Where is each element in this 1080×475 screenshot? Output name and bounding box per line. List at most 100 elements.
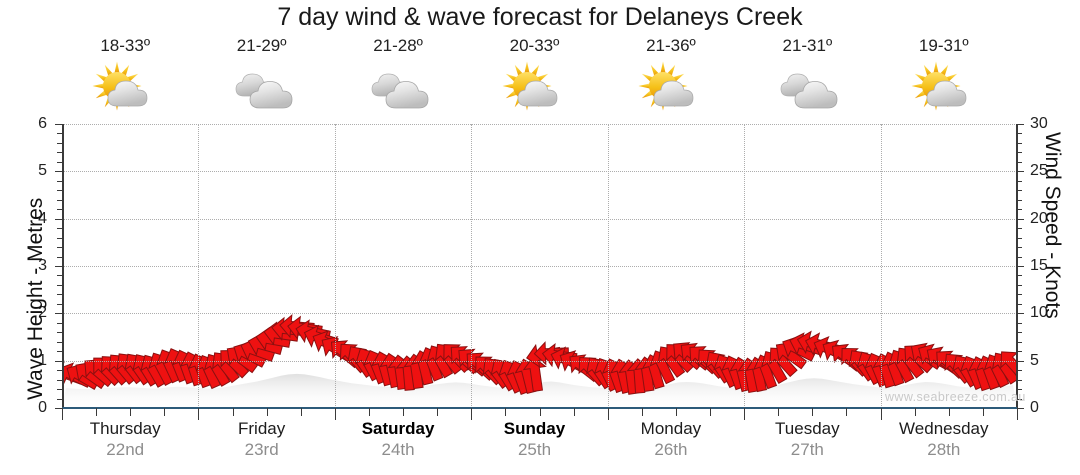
y-axis-left-tick-label: 4 — [38, 209, 47, 227]
axis-tick — [57, 370, 62, 372]
x-axis-tick — [641, 408, 643, 416]
axis-tick — [1017, 124, 1024, 125]
cloud-icon — [385, 81, 429, 109]
wind-direction-arrows — [62, 313, 1017, 395]
x-axis-tick — [505, 408, 507, 416]
x-axis-tick — [539, 408, 541, 416]
day-date: 22nd — [106, 440, 145, 459]
cloud-icon — [653, 80, 694, 107]
x-axis-tick — [62, 408, 63, 420]
axis-tick — [55, 360, 62, 362]
x-axis-tick — [300, 408, 302, 416]
x-axis-tick — [437, 408, 439, 416]
day-footer-row: Thursday 22nd Friday 23rd Saturday 24th Sunday… — [57, 418, 1017, 470]
x-axis-tick — [130, 408, 132, 416]
x-axis-tick — [710, 408, 712, 416]
axis-tick — [1017, 370, 1022, 372]
x-axis-tick — [1017, 408, 1018, 420]
day-footer: Monday 26th — [603, 418, 739, 460]
temperature-range: 21-36º — [646, 36, 696, 55]
axis-tick — [1017, 275, 1022, 277]
cloud-icon — [926, 80, 967, 107]
day-name: Thursday — [89, 419, 161, 438]
axis-tick — [1017, 313, 1024, 315]
x-axis-tick — [198, 408, 200, 420]
day-header: 21-28º — [330, 36, 466, 120]
axis-tick — [1017, 247, 1022, 249]
axis-tick — [1017, 256, 1022, 258]
axis-tick — [57, 209, 62, 211]
axis-tick — [55, 218, 62, 220]
temperature-range: 21-31º — [782, 36, 833, 55]
axis-tick — [1017, 190, 1022, 192]
gridline-vertical — [471, 124, 473, 408]
x-axis-tick — [334, 408, 336, 420]
axis-tick — [1017, 209, 1022, 211]
axis-tick — [1017, 237, 1022, 239]
gridline-horizontal — [62, 266, 1017, 267]
x-axis-tick — [744, 408, 746, 420]
axis-tick — [57, 294, 62, 296]
day-header-row: 18-33º 21-29º 21-28º 20-33º 21-36º 21-31º 19-3… — [57, 36, 1017, 124]
x-axis-tick — [232, 408, 234, 416]
y-axis-left-tick-label: 1 — [38, 351, 47, 369]
axis-tick — [1017, 294, 1022, 296]
cloudy-icon — [780, 73, 838, 109]
axis-tick — [57, 228, 62, 230]
x-axis-tick — [607, 408, 609, 420]
day-footer: Wednesday 28th — [876, 418, 1012, 460]
temperature-range: 20-33º — [509, 36, 560, 55]
day-footer: Friday 23rd — [194, 418, 330, 460]
cloudy-icon — [235, 73, 293, 109]
day-date: 23rd — [244, 440, 279, 459]
gridline-vertical — [880, 124, 882, 408]
partly-cloudy-icon — [92, 61, 148, 111]
axis-tick — [1017, 133, 1022, 135]
axis-tick — [1017, 152, 1022, 154]
axis-tick — [57, 275, 62, 277]
axis-tick — [57, 190, 62, 192]
axis-tick — [57, 332, 62, 334]
axis-tick — [55, 171, 62, 173]
x-axis-tick — [96, 408, 98, 416]
y-axis-left-tick-label: 5 — [38, 162, 47, 180]
x-axis-tick — [982, 408, 984, 416]
axis-tick — [57, 351, 62, 353]
temperature-range: 21-28º — [373, 36, 423, 55]
y-axis-right-tick-label: 10 — [1030, 304, 1048, 322]
axis-tick — [1017, 303, 1022, 305]
axis-tick — [57, 133, 62, 135]
x-axis-tick — [368, 408, 370, 416]
axis-tick — [57, 322, 62, 324]
y-axis-left-tick-label: 2 — [38, 304, 47, 322]
wind-arrow — [522, 356, 547, 392]
temperature-range: 19-31º — [918, 36, 969, 55]
axis-tick — [57, 161, 62, 163]
y-axis-right-tick-label: 0 — [1030, 399, 1039, 416]
cloud-icon — [249, 81, 293, 109]
y-axis-right-tick-label: 30 — [1030, 115, 1048, 132]
axis-tick — [1017, 180, 1022, 182]
plot-area — [62, 124, 1017, 408]
axis-tick — [1017, 398, 1022, 400]
weather-icon — [360, 58, 436, 120]
gridline-horizontal — [62, 313, 1017, 315]
day-date: 26th — [654, 440, 688, 459]
axis-tick — [57, 256, 62, 258]
gridline-vertical — [744, 124, 746, 408]
axis-tick — [57, 152, 62, 154]
axis-tick — [57, 142, 62, 144]
x-axis-tick — [778, 408, 780, 416]
day-name: Sunday — [503, 419, 566, 438]
x-axis-tick — [573, 408, 575, 416]
x-axis-tick — [948, 408, 950, 416]
day-date: 25th — [517, 440, 552, 459]
gridline-horizontal — [62, 218, 1017, 220]
axis-tick — [55, 266, 62, 267]
x-axis-tick — [812, 408, 814, 416]
day-date: 27th — [790, 440, 824, 459]
y-axis-right-title: Wind Speed - Knots — [1041, 132, 1064, 319]
temperature-range: 18-33º — [100, 36, 151, 55]
cloud-icon — [107, 80, 148, 107]
axis-tick — [57, 199, 62, 201]
